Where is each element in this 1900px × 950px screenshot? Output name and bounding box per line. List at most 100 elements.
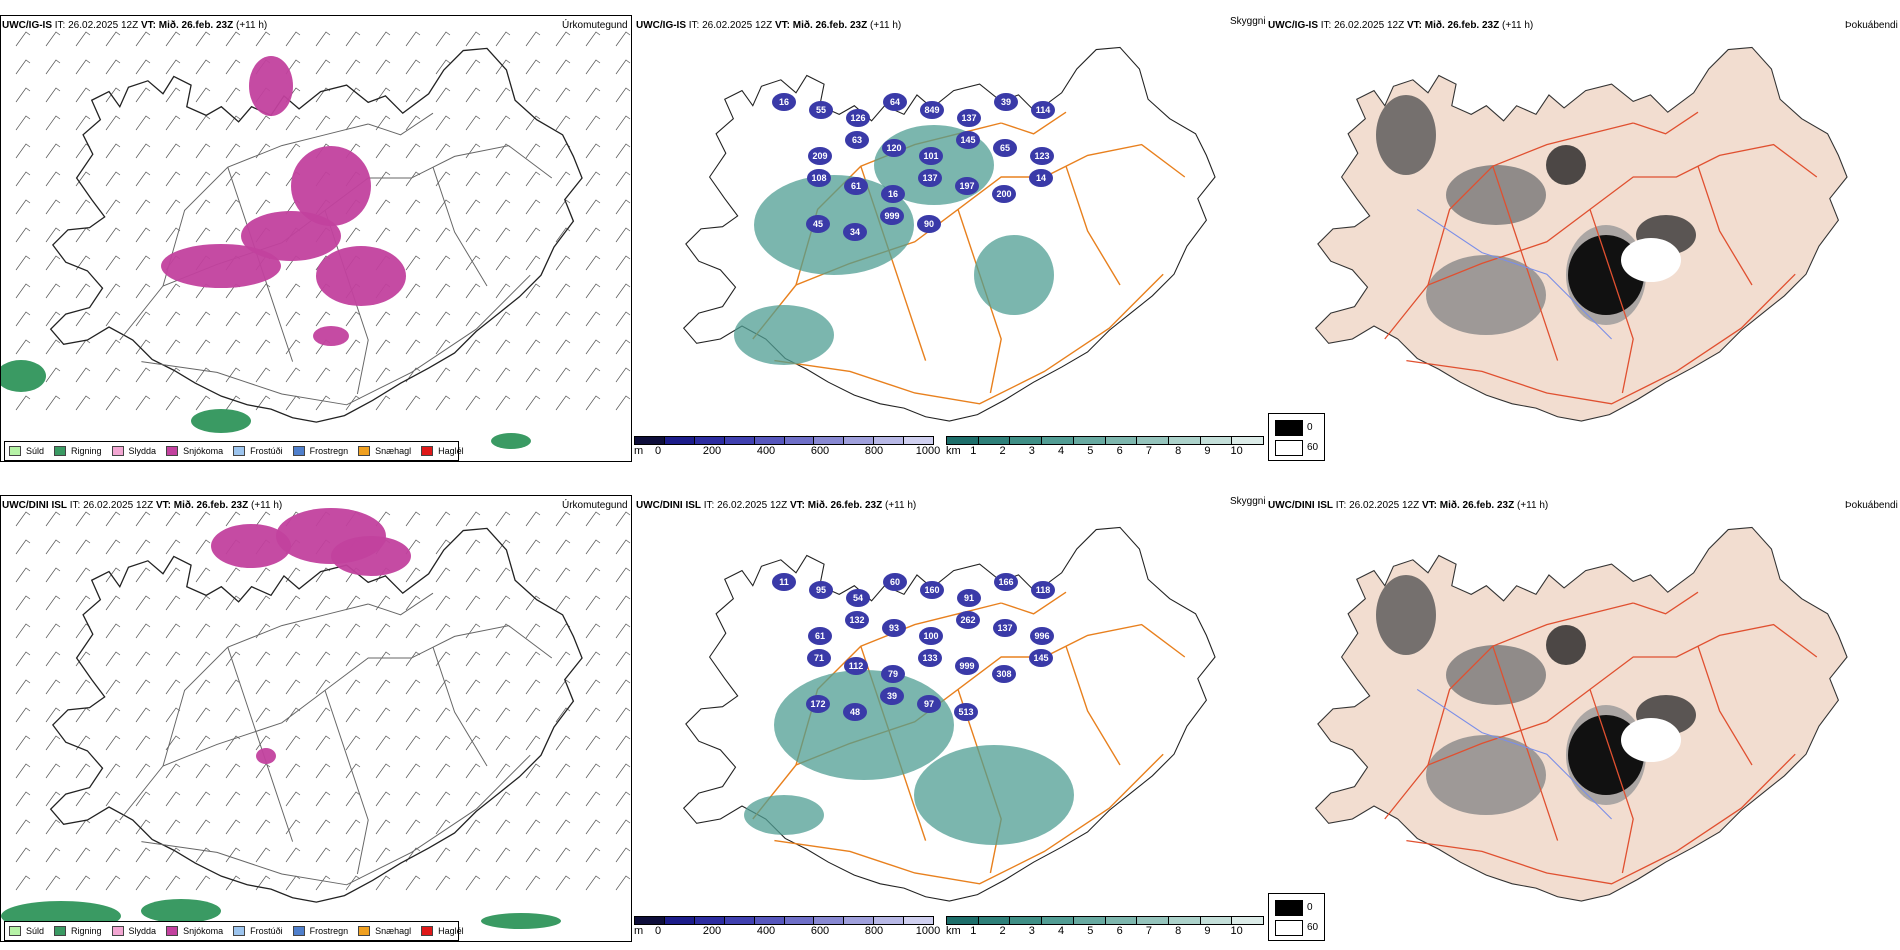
wind-barb: [345, 651, 361, 667]
fog-swatch-0: [1275, 420, 1303, 436]
legend-swatch: [54, 446, 67, 456]
wind-barb: [495, 59, 511, 75]
wind-barb: [555, 171, 571, 187]
low-visibility-area: [914, 745, 1074, 845]
wind-barb: [105, 651, 121, 667]
wind-barb: [135, 367, 151, 383]
wind-barb: [465, 819, 481, 835]
wind-barb: [345, 367, 361, 383]
wind-barb: [105, 679, 121, 695]
wind-barb: [495, 367, 511, 383]
visibility-panel-name: Skyggni: [1230, 16, 1266, 27]
wind-barb: [405, 59, 421, 75]
wind-barb: [555, 311, 571, 327]
colorbar-segment: [844, 437, 875, 444]
cloud-base-patch: [917, 215, 941, 233]
wind-barb: [135, 143, 151, 159]
wind-barb: [465, 595, 481, 611]
precip-legend-item: Slydda: [111, 446, 156, 456]
wind-barb: [375, 59, 391, 75]
wind-barb: [15, 623, 31, 639]
wind-barb: [405, 707, 421, 723]
wind-barb: [585, 171, 601, 187]
legend-swatch: [421, 926, 434, 936]
wind-barb: [465, 623, 481, 639]
precip-legend-item: Frostúði: [233, 446, 283, 456]
wind-barb: [135, 707, 151, 723]
wind-barb: [615, 115, 631, 131]
rain-area: [491, 433, 531, 449]
wind-barb: [165, 595, 181, 611]
low-visibility-area: [734, 305, 834, 365]
wind-barb: [315, 623, 331, 639]
colorbar-segment: [664, 917, 695, 924]
wind-barb: [75, 227, 91, 243]
wind-barb: [285, 567, 301, 583]
wind-barb: [75, 115, 91, 131]
wind-barb: [405, 87, 421, 103]
wind-barb: [135, 567, 151, 583]
wind-barb: [165, 763, 181, 779]
wind-barb: [495, 227, 511, 243]
wind-barb: [585, 115, 601, 131]
colorbar-tick-label: 6: [1116, 925, 1123, 937]
legend-label: Súld: [26, 446, 45, 456]
cloud-base-patch: [918, 649, 942, 667]
cloud-base-patch: [846, 589, 870, 607]
wind-barb: [585, 199, 601, 215]
wind-barb: [15, 143, 31, 159]
wind-barb: [585, 819, 601, 835]
wind-barb: [255, 143, 271, 159]
wind-barb: [405, 255, 421, 271]
wind-barb: [225, 227, 241, 243]
wind-barb: [105, 395, 121, 411]
wind-barb: [435, 339, 451, 355]
rain-area: [1, 360, 46, 392]
cloud-base-patch: [880, 687, 904, 705]
wind-barb: [375, 199, 391, 215]
wind-barb: [225, 707, 241, 723]
fog-field: [1546, 625, 1586, 665]
wind-barb: [435, 595, 451, 611]
road-line: [1632, 591, 1699, 615]
wind-barb: [525, 199, 541, 215]
wind-barb: [15, 679, 31, 695]
wind-barb: [465, 59, 481, 75]
cloud-base-patch: [992, 665, 1016, 683]
colorbar-segment: [814, 437, 845, 444]
wind-barb: [405, 171, 421, 187]
cloud-base-label: 79: [888, 669, 898, 679]
wind-barb: [165, 679, 181, 695]
colorbar-segment: [1137, 917, 1169, 924]
cloud-base-patch: [843, 223, 867, 241]
wind-barb: [435, 791, 451, 807]
cloud-base-patch: [809, 101, 833, 119]
wind-barb: [15, 199, 31, 215]
cloud-base-label: 54: [853, 593, 863, 603]
wind-barb: [225, 791, 241, 807]
wind-barb: [435, 511, 451, 527]
wind-barb: [345, 59, 361, 75]
wind-barb: [525, 227, 541, 243]
wind-barb: [525, 735, 541, 751]
colorbar-segment: [1105, 437, 1138, 444]
low-visibility-area: [744, 795, 824, 835]
wind-barb: [135, 255, 151, 271]
wind-barb: [195, 679, 211, 695]
wind-barb: [75, 847, 91, 863]
wind-barb: [435, 539, 451, 555]
wind-barb: [165, 623, 181, 639]
cloud-base-patch: [882, 139, 906, 157]
wind-barb: [195, 115, 211, 131]
wind-barb: [165, 87, 181, 103]
wind-barb: [45, 199, 61, 215]
fog-panel-title: UWC/IG-IS IT: 26.02.2025 12Z VT: Mið. 26…: [1268, 20, 1534, 31]
wind-barb: [615, 791, 631, 807]
wind-barb: [75, 679, 91, 695]
wind-barb: [495, 791, 511, 807]
wind-barb: [255, 875, 271, 891]
cloud-base-label: 16: [779, 97, 789, 107]
wind-barb: [375, 311, 391, 327]
colorbar-tick-label: 6: [1116, 445, 1123, 457]
wind-barb: [15, 819, 31, 835]
